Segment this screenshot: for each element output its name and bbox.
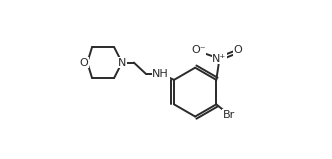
Text: O⁻: O⁻ xyxy=(191,45,206,55)
Text: NH: NH xyxy=(152,69,169,79)
Text: O: O xyxy=(234,45,242,55)
Text: O: O xyxy=(79,58,88,68)
Text: N⁺: N⁺ xyxy=(212,54,227,64)
Text: Br: Br xyxy=(223,110,235,120)
Text: N: N xyxy=(118,58,126,68)
